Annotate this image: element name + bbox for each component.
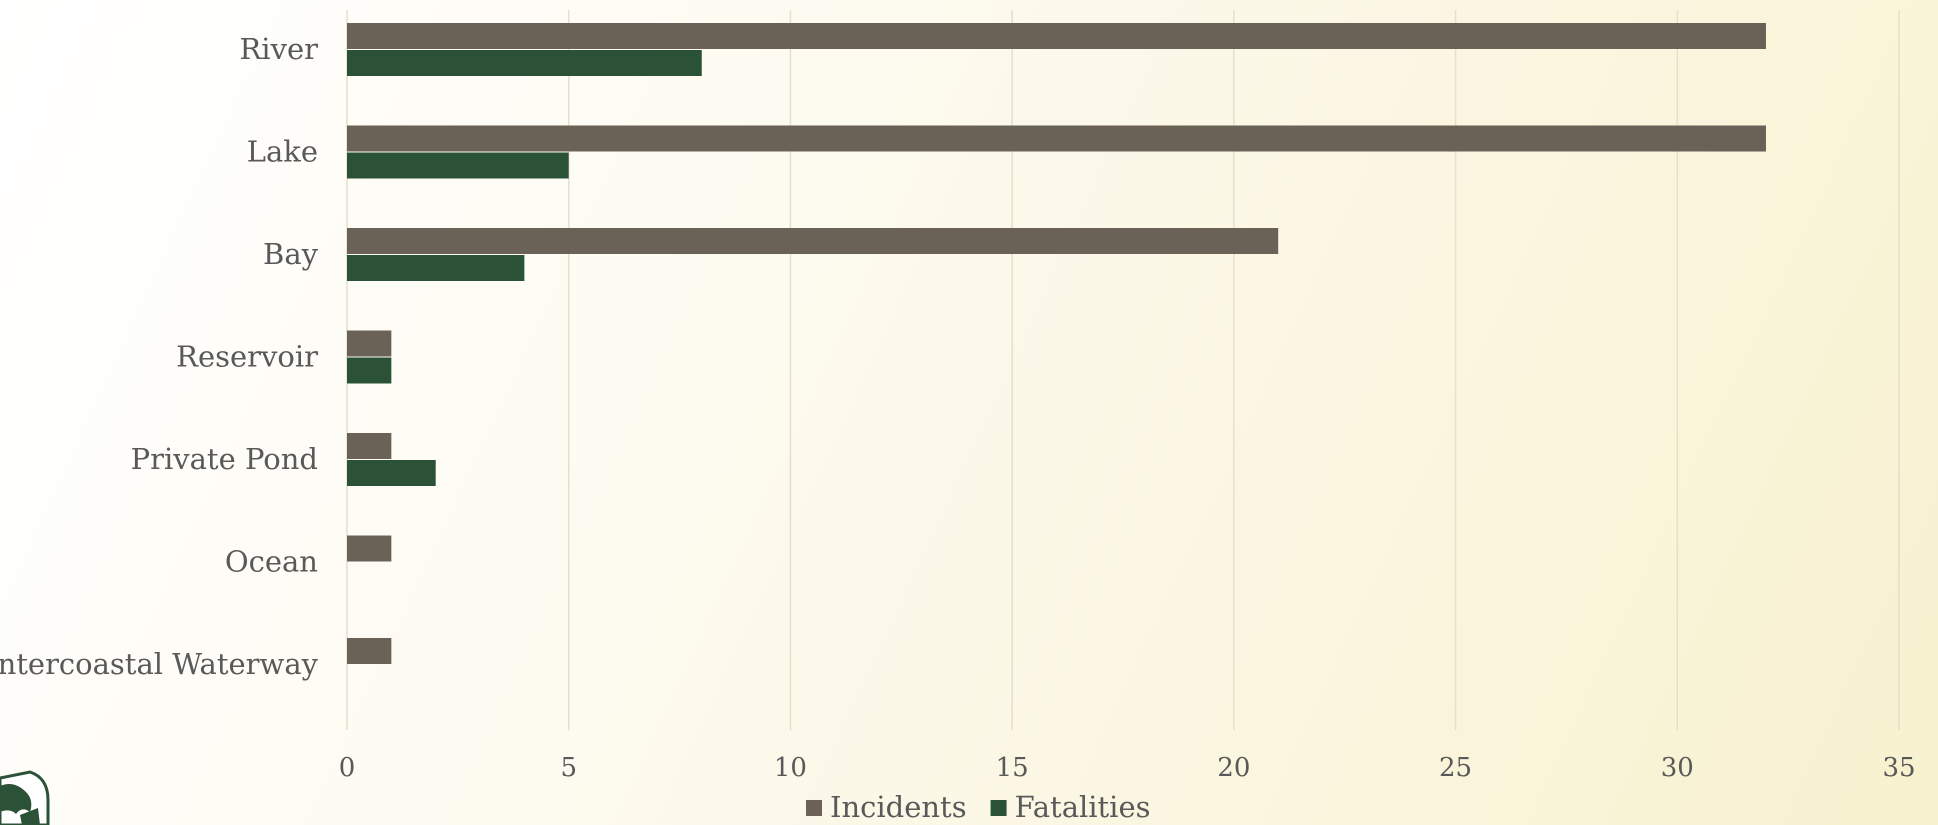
bar-incidents [347,330,392,357]
bar-incidents [347,23,1766,49]
legend-swatch-incidents [806,800,822,816]
legend-swatch-fatalities [990,800,1007,816]
category-label: Private Pond [131,442,318,476]
x-tick-label: 0 [339,753,356,783]
category-label: Ocean [225,545,318,579]
bars [347,23,1766,664]
bar-incidents [347,433,392,459]
x-axis-tick-labels: 0 5 10 15 20 25 30 35 [339,753,1916,783]
legend-label-incidents: Incidents [830,790,967,824]
bar-fatalities [347,152,569,179]
x-tick-label: 30 [1661,753,1694,783]
x-tick-label: 35 [1882,753,1915,783]
bar-incidents [347,535,392,562]
x-tick-label: 20 [1217,753,1250,783]
x-tick-label: 15 [996,753,1029,783]
x-tick-label: 25 [1439,753,1472,783]
agency-seal-icon [0,770,50,825]
legend: Incidents Fatalities [806,790,1151,824]
bar-fatalities [347,255,525,281]
category-label: Intercoastal Waterway [0,647,319,681]
bar-incidents [347,638,392,664]
bar-fatalities [347,460,436,486]
category-label: River [239,32,318,66]
x-tick-label: 5 [560,753,577,783]
gridlines [346,10,1900,730]
category-labels: River Lake Bay Reservoir Private Pond Ocean In… [0,32,319,681]
category-label: Bay [263,237,319,271]
x-tick-label: 10 [774,753,807,783]
bar-incidents [347,228,1279,254]
category-label: Reservoir [176,340,318,374]
bar-incidents [347,125,1766,152]
legend-label-fatalities: Fatalities [1015,790,1151,824]
category-label: Lake [247,135,318,169]
bar-fatalities [347,357,392,384]
bar-fatalities [347,50,702,76]
